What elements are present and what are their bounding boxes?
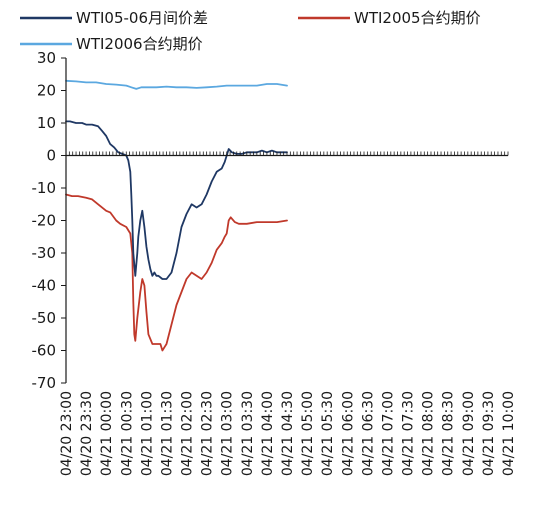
x-tick-label: 04/21 09:00 xyxy=(461,391,477,476)
x-tick-label: 04/21 00:00 xyxy=(99,391,115,476)
x-tick-label: 04/21 02:30 xyxy=(200,391,216,476)
x-tick-label: 04/21 05:00 xyxy=(300,391,316,476)
x-tick-label: 04/21 07:00 xyxy=(380,391,396,476)
y-tick-label: 20 xyxy=(37,82,56,100)
y-tick-label: -40 xyxy=(32,277,57,295)
series-line-3 xyxy=(65,79,288,90)
y-tick-label: 30 xyxy=(37,49,56,67)
x-tick-label: 04/21 02:00 xyxy=(180,391,196,476)
x-tick-label: 04/20 23:00 xyxy=(59,391,75,476)
x-tick-label: 04/21 08:00 xyxy=(421,391,437,476)
series-line-1 xyxy=(65,120,288,280)
x-tick-label: 04/21 05:30 xyxy=(320,391,336,476)
x-tick-label: 04/21 09:30 xyxy=(481,391,497,476)
x-tick-label: 04/21 01:30 xyxy=(159,391,175,476)
x-tick-label: 04/21 06:00 xyxy=(340,391,356,476)
y-tick-label: -10 xyxy=(32,179,57,197)
y-tick-label: -20 xyxy=(32,212,57,230)
legend: WTI05-06月间价差 WTI2005合约期价 WTI2006合约期价 xyxy=(20,9,481,53)
series-line-2 xyxy=(65,193,288,352)
y-tick-label: 0 xyxy=(46,147,56,165)
y-tick-label: 10 xyxy=(37,114,56,132)
legend-label-3: WTI2006合约期价 xyxy=(76,35,203,53)
series-layer xyxy=(65,79,288,352)
y-tick-label: -70 xyxy=(32,374,57,392)
x-tick-label: 04/21 07:30 xyxy=(401,391,417,476)
y-tick-label: -50 xyxy=(32,309,57,327)
legend-label-2: WTI2005合约期价 xyxy=(354,9,481,27)
x-tick-label: 04/21 08:30 xyxy=(441,391,457,476)
y-tick-label: -60 xyxy=(32,342,57,360)
x-tick-label: 04/21 10:00 xyxy=(501,391,517,476)
x-tick-label: 04/21 03:30 xyxy=(240,391,256,476)
x-tick-label: 04/21 01:00 xyxy=(139,391,155,476)
x-tick-label: 04/21 04:30 xyxy=(280,391,296,476)
x-tick-label: 04/21 00:30 xyxy=(119,391,135,476)
x-tick-label: 04/20 23:30 xyxy=(79,391,95,476)
x-tick-label: 04/21 06:30 xyxy=(360,391,376,476)
x-tick-label: 04/21 03:00 xyxy=(220,391,236,476)
legend-label-1: WTI05-06月间价差 xyxy=(76,9,208,27)
x-tick-label: 04/21 04:00 xyxy=(260,391,276,476)
y-tick-label: -30 xyxy=(32,244,57,262)
